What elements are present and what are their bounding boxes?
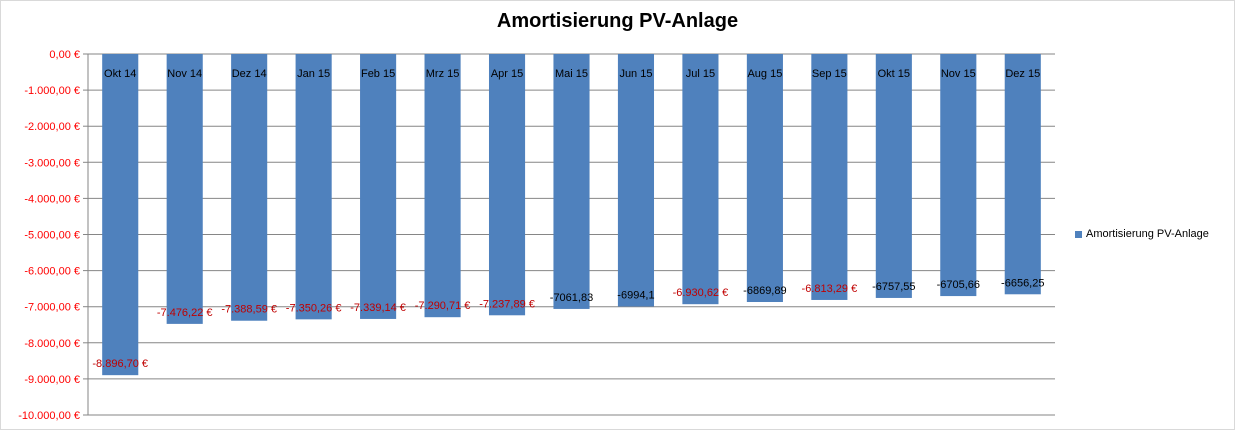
bar <box>488 54 526 316</box>
bar <box>746 54 783 303</box>
y-axis: 0,00 € -1.000,00 € -2.000,00 € -3.000,00 € -… <box>18 49 89 422</box>
legend-swatch <box>1075 230 1082 238</box>
x-axis-labels: Okt 14 Nov 14 Dez 14 Jan 15 Feb 15 Mrz 15 Apr … <box>104 68 1040 80</box>
data-label: -8.896,70 € <box>92 358 148 370</box>
y-tick-label: -1.000,00 € <box>24 85 80 97</box>
data-label: -6656,25 <box>1001 277 1044 289</box>
bar <box>1004 54 1041 295</box>
x-tick-label: Jun 15 <box>619 68 652 80</box>
x-tick-label: Jul 15 <box>686 68 715 80</box>
bar <box>940 54 977 297</box>
y-tick-label: -2.000,00 € <box>24 121 80 133</box>
legend-label: Amortisierung PV-Anlage <box>1086 228 1209 240</box>
y-tick-label: 0,00 € <box>49 49 80 61</box>
bar <box>875 54 912 298</box>
bar <box>360 54 397 319</box>
bar <box>295 54 332 320</box>
x-tick-label: Okt 14 <box>104 68 136 80</box>
x-tick-label: Aug 15 <box>747 68 782 80</box>
chart-title: Amortisierung PV-Anlage <box>496 10 739 32</box>
bar <box>424 54 461 318</box>
data-label: -6.930,62 € <box>673 287 729 299</box>
x-tick-label: Feb 15 <box>361 68 395 80</box>
data-labels: -8.896,70 € -7.476,22 € -7.388,59 € -7.350,… <box>92 277 1044 370</box>
bar <box>617 54 655 307</box>
y-tick-label: -3.000,00 € <box>24 157 80 169</box>
data-label: -7.476,22 € <box>157 307 213 319</box>
bar <box>553 54 590 309</box>
legend: Amortisierung PV-Anlage <box>1075 228 1209 240</box>
data-label: -6.813,29 € <box>802 283 858 295</box>
x-tick-label: Sep 15 <box>812 68 847 80</box>
y-tick-label: -7.000,00 € <box>24 302 80 314</box>
bars <box>102 54 1041 376</box>
y-tick-label: -5.000,00 € <box>24 230 80 242</box>
x-tick-label: Jan 15 <box>297 68 330 80</box>
x-tick-label: Dez 14 <box>232 68 267 80</box>
y-tick-label: -8.000,00 € <box>24 338 80 350</box>
y-tick-label: -4.000,00 € <box>24 193 80 205</box>
data-label: -7.388,59 € <box>221 304 277 316</box>
data-label: -7.350,26 € <box>286 302 342 314</box>
data-label: -6757,55 <box>872 281 915 293</box>
data-label: -7061,83 <box>550 292 593 304</box>
bar <box>231 54 268 321</box>
data-label: -6705,66 <box>937 279 980 291</box>
data-label: -7.290,71 € <box>415 300 471 312</box>
x-tick-label: Apr 15 <box>491 68 523 80</box>
x-tick-label: Okt 15 <box>878 68 910 80</box>
x-tick-label: Nov 15 <box>941 68 976 80</box>
data-label: -6869,89 <box>743 285 786 297</box>
data-label: -7.237,89 € <box>479 298 535 310</box>
bar <box>811 54 848 300</box>
y-tick-label: -6.000,00 € <box>24 266 80 278</box>
data-label: -7.339,14 € <box>350 302 406 314</box>
x-tick-label: Nov 14 <box>167 68 202 80</box>
bar <box>166 54 203 324</box>
x-tick-label: Mai 15 <box>555 68 588 80</box>
bar <box>682 54 719 305</box>
x-tick-label: Dez 15 <box>1005 68 1040 80</box>
x-tick-label: Mrz 15 <box>426 68 460 80</box>
bar <box>102 54 139 376</box>
y-tick-label: -9.000,00 € <box>24 374 80 386</box>
y-tick-label: -10.000,00 € <box>18 410 80 422</box>
data-label: -6994,1 <box>617 289 654 301</box>
